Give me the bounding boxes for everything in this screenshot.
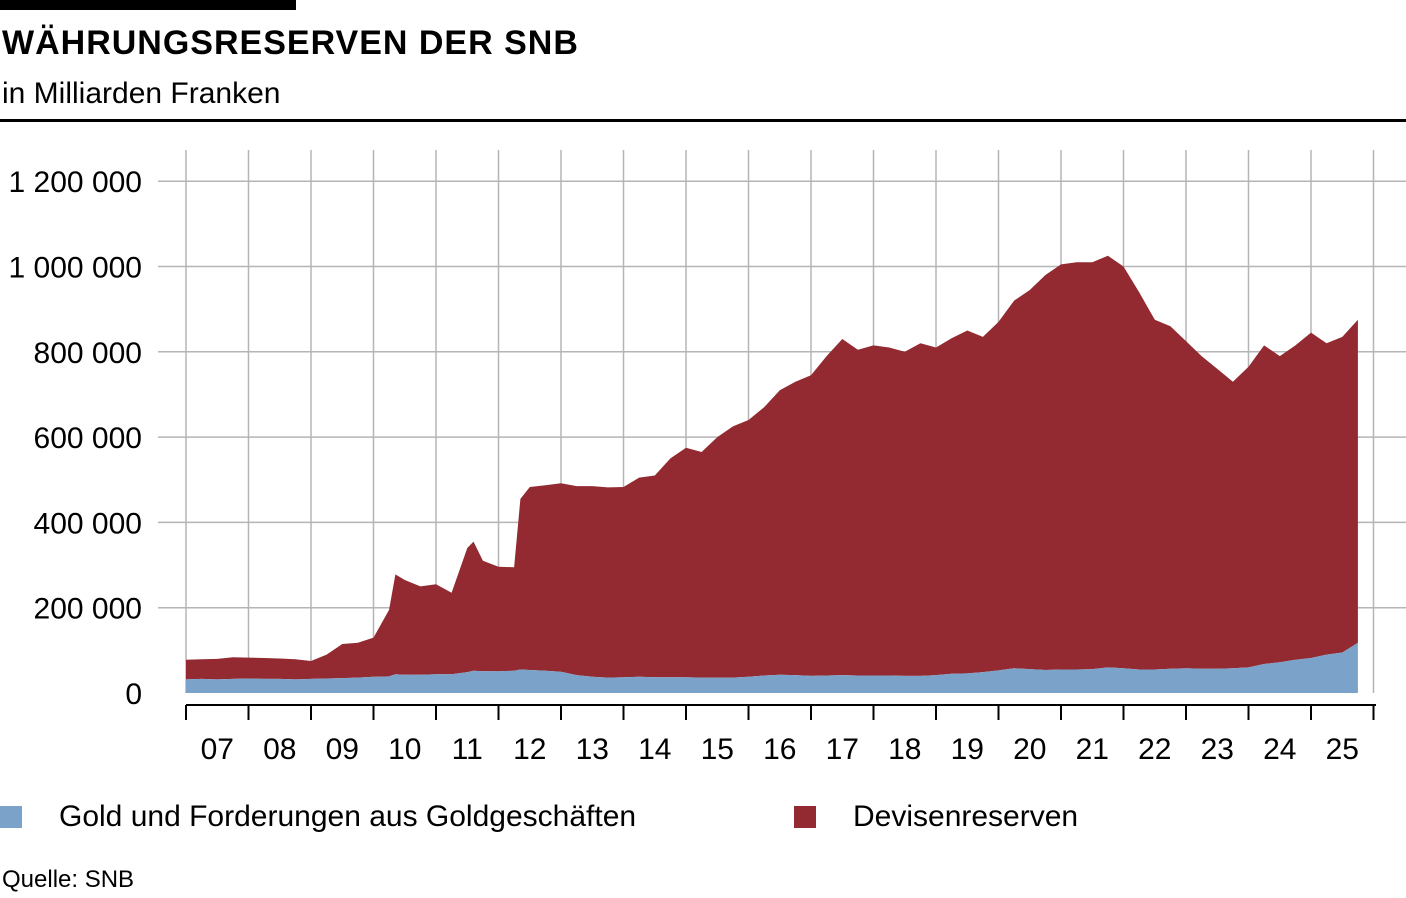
x-tick-label: 18 xyxy=(888,733,921,766)
x-tick-label: 08 xyxy=(263,733,296,766)
source-note: Quelle: SNB xyxy=(2,866,135,893)
y-tick-label: 0 xyxy=(125,678,142,711)
x-tick-label: 21 xyxy=(1076,733,1109,766)
legend-item-gold: Gold und Forderungen aus Goldgeschäften xyxy=(0,800,636,834)
x-tick-label: 12 xyxy=(513,733,546,766)
x-axis-labels: 07 08 09 10 11 12 13 14 15 16 17 18 19 20 21 22 23 24 25 xyxy=(201,733,1359,766)
x-tick-label: 07 xyxy=(201,733,234,766)
y-tick-label: 600 000 xyxy=(34,422,142,455)
legend-item-devisen: Devisenreserven xyxy=(794,800,1078,834)
x-tick-label: 22 xyxy=(1138,733,1171,766)
chart-subtitle: in Milliarden Franken xyxy=(2,77,281,110)
legend-label-gold: Gold und Forderungen aus Goldgeschäften xyxy=(59,800,637,833)
x-tick-label: 13 xyxy=(576,733,609,766)
x-tick-label: 14 xyxy=(638,733,671,766)
x-tick-label: 16 xyxy=(763,733,796,766)
legend-label-devisen: Devisenreserven xyxy=(853,800,1079,833)
x-tick-label: 15 xyxy=(701,733,734,766)
x-tick-label: 11 xyxy=(452,733,483,766)
x-tick-label: 10 xyxy=(388,733,421,766)
area-chart: 0 200 000 400 000 600 000 800 000 1 000 000 1 … xyxy=(9,150,1406,766)
area-gold xyxy=(186,642,1358,693)
chart-title: WÄHRUNGSRESERVEN DER SNB xyxy=(2,24,579,62)
y-tick-label: 800 000 xyxy=(34,337,142,370)
header-rule xyxy=(0,119,1406,122)
x-tick-label: 24 xyxy=(1263,733,1296,766)
legend: Gold und Forderungen aus Goldgeschäften … xyxy=(0,800,1406,840)
x-tick-label: 20 xyxy=(1013,733,1046,766)
x-axis-ticks xyxy=(185,705,1375,720)
legend-swatch-gold xyxy=(0,806,22,828)
x-tick-label: 17 xyxy=(826,733,859,766)
x-tick-label: 23 xyxy=(1201,733,1234,766)
y-tick-label: 400 000 xyxy=(34,507,142,540)
x-tick-label: 09 xyxy=(326,733,359,766)
y-tick-label: 1 200 000 xyxy=(9,166,142,199)
y-axis-labels: 0 200 000 400 000 600 000 800 000 1 000 000 1 … xyxy=(9,166,142,711)
area-devisenreserven xyxy=(186,255,1358,680)
x-tick-label: 25 xyxy=(1326,733,1359,766)
legend-swatch-devisen xyxy=(794,806,816,828)
y-tick-label: 200 000 xyxy=(34,593,142,626)
y-tick-label: 1 000 000 xyxy=(9,252,142,285)
header-accent-bar xyxy=(0,0,296,10)
x-tick-label: 19 xyxy=(951,733,984,766)
